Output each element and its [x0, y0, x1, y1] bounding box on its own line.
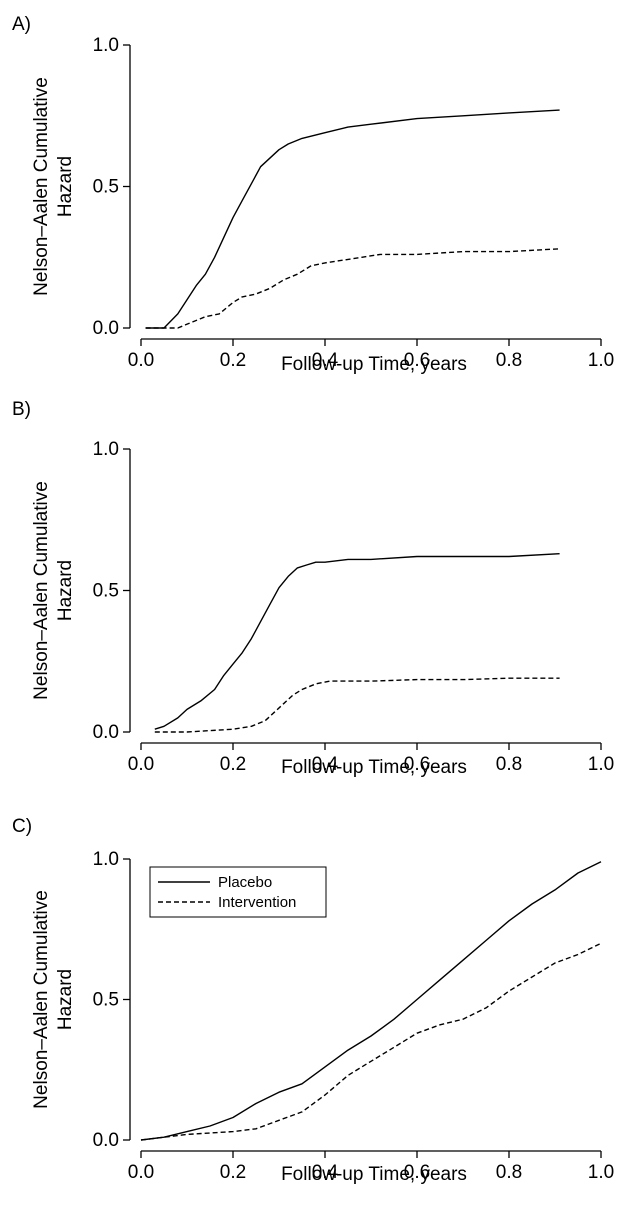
- x-tick-label: 0.4: [312, 754, 339, 775]
- series-line-placebo: [140, 861, 602, 1141]
- x-tick-label: 1.0: [588, 350, 614, 371]
- x-tick-label: 0.6: [404, 754, 430, 775]
- y-axis-title-line: Nelson–Aalen Cumulative: [31, 481, 52, 700]
- x-tick-label: 1.0: [588, 1162, 614, 1183]
- series-line-intervention: [140, 942, 602, 1141]
- chart-panel-1: A) 0.0 0.5 1.0 0.0 0.2 0.4 0.6 0.8 1.0 Follow-up T…: [12, 14, 614, 375]
- x-axis-title: Follow-up Time, years: [281, 354, 467, 375]
- x-tick-label: 0.4: [312, 1162, 339, 1183]
- y-tick-label: 1.0: [93, 849, 119, 870]
- y-tick-label: 1.0: [93, 35, 119, 56]
- y-tick-label: 0.0: [93, 1130, 119, 1151]
- y-axis-title-line: Hazard: [55, 560, 76, 621]
- x-tick-label: 0.6: [404, 350, 430, 371]
- series-line-placebo: [154, 553, 560, 730]
- x-tick-label: 0.8: [496, 1162, 522, 1183]
- y-axis-title-line: Hazard: [55, 156, 76, 217]
- chart-panel-2: B) 0.0 0.5 1.0 0.0 0.2 0.4 0.6 0.8 1.0 Follow-up T…: [12, 399, 614, 778]
- x-tick-label: 0.2: [220, 1162, 246, 1183]
- x-tick-label: 0.4: [312, 350, 339, 371]
- x-tick-label: 0.2: [220, 754, 246, 775]
- y-axis-title-line: Hazard: [55, 969, 76, 1030]
- chart-panel-3: C) 0.0 0.5 1.0 0.0 0.2 0.4 0.6 0.8 1.0 Follow-up T…: [12, 816, 614, 1185]
- series-line-placebo: [145, 109, 560, 329]
- y-tick-label: 0.5: [93, 177, 119, 198]
- panel-label: B): [12, 399, 31, 420]
- x-tick-label: 0.2: [220, 350, 246, 371]
- x-tick-label: 0.8: [496, 754, 522, 775]
- y-tick-label: 0.0: [93, 722, 119, 743]
- x-tick-label: 1.0: [588, 754, 614, 775]
- y-tick-label: 0.5: [93, 581, 119, 602]
- y-tick-label: 0.0: [93, 318, 119, 339]
- x-tick-label: 0.0: [128, 754, 154, 775]
- y-tick-label: 0.5: [93, 990, 119, 1011]
- series-line-intervention: [154, 677, 560, 733]
- x-axis-title: Follow-up Time, years: [281, 1164, 467, 1185]
- panel-label: A): [12, 14, 31, 35]
- y-axis-title-line: Nelson–Aalen Cumulative: [31, 890, 52, 1109]
- x-tick-label: 0.8: [496, 350, 522, 371]
- panel-label: C): [12, 816, 32, 837]
- y-tick-label: 1.0: [93, 439, 119, 460]
- legend: Placebo Intervention: [149, 866, 327, 918]
- legend-label: Placebo: [218, 874, 272, 891]
- x-tick-label: 0.6: [404, 1162, 430, 1183]
- x-axis-title: Follow-up Time, years: [281, 757, 467, 778]
- x-tick-label: 0.0: [128, 350, 154, 371]
- legend-label: Intervention: [218, 894, 296, 911]
- y-axis-title-line: Nelson–Aalen Cumulative: [31, 77, 52, 296]
- legend-box: [149, 866, 327, 918]
- x-tick-label: 0.0: [128, 1162, 154, 1183]
- series-line-intervention: [145, 248, 560, 329]
